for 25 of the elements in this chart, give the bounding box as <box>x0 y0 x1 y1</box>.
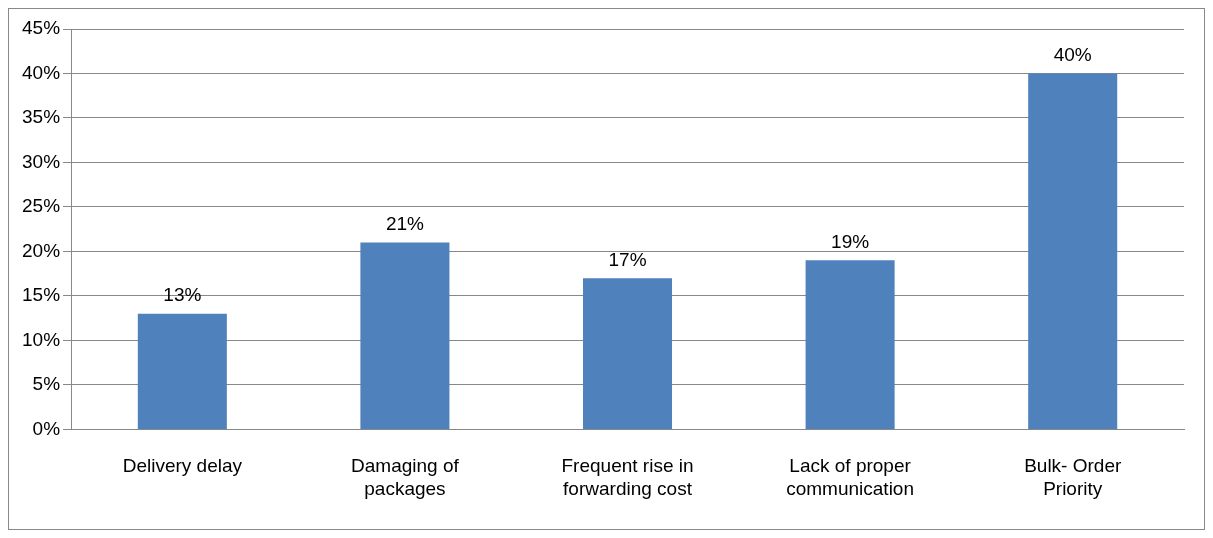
x-tick-label: Lack of proper communication <box>786 455 914 499</box>
bar <box>583 278 673 429</box>
y-tick-label: 45% <box>22 17 61 39</box>
bar <box>360 242 450 429</box>
y-tick-label: 35% <box>22 106 61 128</box>
bar <box>137 313 227 429</box>
x-tick-label: Bulk- Order Priority <box>1024 455 1122 499</box>
y-tick-label: 15% <box>22 284 61 306</box>
y-tick-label: 5% <box>32 373 61 395</box>
x-tick-label: Delivery delay <box>122 455 243 477</box>
x-tick-label: Damaging of packages <box>351 455 460 499</box>
y-tick-label: 20% <box>22 239 61 261</box>
data-label: 17% <box>608 248 647 270</box>
bar <box>805 260 895 429</box>
y-tick-label: 10% <box>22 328 61 350</box>
data-label: 21% <box>385 213 425 235</box>
data-label: 13% <box>163 284 202 306</box>
data-label: 19% <box>831 231 870 253</box>
x-tick-label: Frequent rise in forwarding cost <box>561 455 694 499</box>
y-tick-label: 40% <box>22 61 61 83</box>
bar <box>1028 73 1118 429</box>
y-tick-label: 0% <box>32 417 61 439</box>
y-tick-label: 25% <box>22 195 61 217</box>
data-label: 40% <box>1053 44 1092 66</box>
y-tick-label: 30% <box>22 150 61 172</box>
